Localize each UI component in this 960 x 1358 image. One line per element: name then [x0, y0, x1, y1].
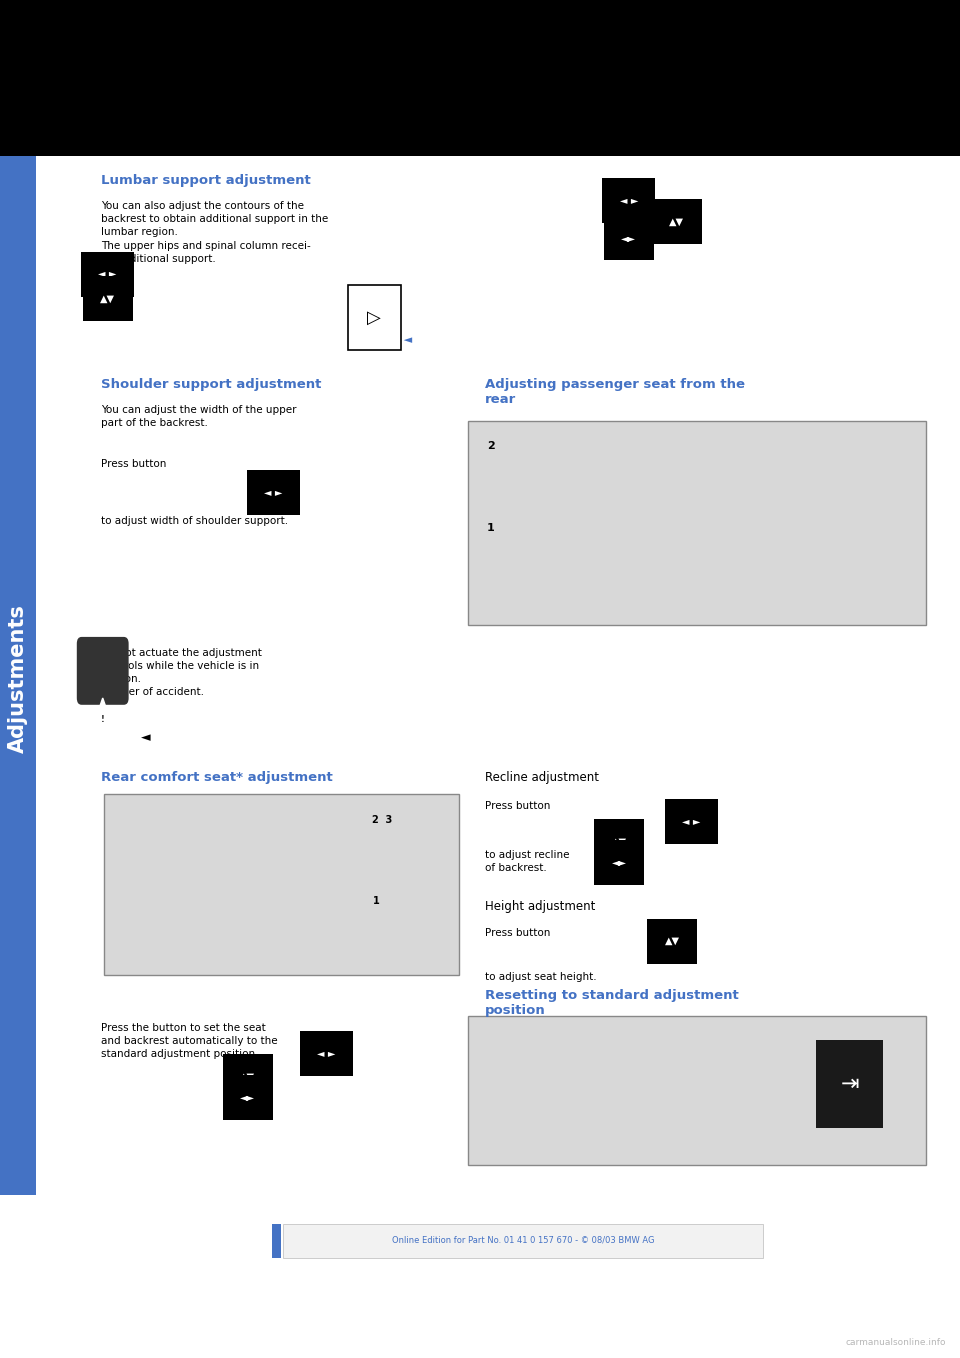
Text: ◄: ◄ [141, 731, 151, 744]
FancyBboxPatch shape [0, 0, 960, 156]
Text: ◄►: ◄► [240, 1092, 255, 1103]
Text: to adjust width of shoulder support.: to adjust width of shoulder support. [101, 516, 288, 526]
FancyBboxPatch shape [816, 1040, 883, 1128]
Text: ◄ ►: ◄ ► [682, 816, 701, 827]
FancyBboxPatch shape [348, 285, 401, 350]
Polygon shape [85, 698, 120, 748]
Text: 1: 1 [487, 523, 494, 532]
Text: ▲▼: ▲▼ [664, 936, 680, 947]
Text: ▲▼: ▲▼ [100, 293, 115, 304]
Text: ◄ ►: ◄ ► [264, 488, 283, 498]
Text: ◄►: ◄► [621, 232, 636, 243]
Text: Height adjustment: Height adjustment [485, 900, 595, 914]
FancyBboxPatch shape [468, 421, 926, 625]
Text: Adjusting passenger seat from the
rear: Adjusting passenger seat from the rear [485, 378, 745, 406]
Text: Resetting to standard adjustment
position: Resetting to standard adjustment positio… [485, 989, 738, 1017]
Text: Rear comfort seat* adjustment: Rear comfort seat* adjustment [101, 771, 332, 785]
Text: ◄ ►: ◄ ► [317, 1048, 336, 1059]
Text: carmanualsonline.info: carmanualsonline.info [845, 1338, 946, 1347]
Text: ▲▼: ▲▼ [612, 837, 627, 847]
Text: ⇥: ⇥ [840, 1074, 859, 1093]
FancyBboxPatch shape [77, 637, 129, 705]
Text: ◄ ►: ◄ ► [98, 269, 117, 280]
Text: ◄ ►: ◄ ► [619, 196, 638, 206]
Text: Press the button to set the seat
and backrest automatically to the
standard adju: Press the button to set the seat and bac… [101, 1023, 277, 1059]
Text: 46 ◄: 46 ◄ [384, 335, 412, 345]
Text: Press button: Press button [485, 928, 550, 937]
Text: Online Edition for Part No. 01 41 0 157 670 - © 08/03 BMW AG: Online Edition for Part No. 01 41 0 157 … [392, 1236, 655, 1244]
Text: ▲▼: ▲▼ [669, 216, 684, 227]
FancyBboxPatch shape [283, 1224, 763, 1258]
Text: ◄►: ◄► [612, 857, 627, 868]
Text: Press button: Press button [101, 459, 166, 469]
FancyBboxPatch shape [104, 794, 459, 975]
Text: 2: 2 [487, 441, 494, 451]
Text: Lumbar support adjustment: Lumbar support adjustment [101, 174, 310, 187]
FancyBboxPatch shape [272, 1224, 281, 1258]
FancyBboxPatch shape [0, 156, 36, 1195]
Text: You can also adjust the contours of the
backrest to obtain additional support in: You can also adjust the contours of the … [101, 201, 328, 263]
Text: You can adjust the width of the upper
part of the backrest.: You can adjust the width of the upper pa… [101, 405, 297, 428]
Text: 2  3: 2 3 [372, 815, 393, 824]
Text: Press button: Press button [485, 801, 550, 811]
Text: Adjustments: Adjustments [9, 604, 28, 754]
Text: Shoulder support adjustment: Shoulder support adjustment [101, 378, 322, 391]
Text: ▷: ▷ [368, 308, 381, 327]
Text: !: ! [101, 716, 105, 724]
Text: 1: 1 [372, 896, 379, 906]
Text: Recline adjustment: Recline adjustment [485, 771, 599, 785]
Text: to adjust recline
of backrest.: to adjust recline of backrest. [485, 850, 569, 873]
Text: ▲▼: ▲▼ [240, 1071, 255, 1082]
FancyBboxPatch shape [468, 1016, 926, 1165]
Text: to adjust seat height.: to adjust seat height. [485, 972, 596, 982]
Text: Do not actuate the adjustment
controls while the vehicle is in
motion.
Danger of: Do not actuate the adjustment controls w… [101, 648, 262, 698]
